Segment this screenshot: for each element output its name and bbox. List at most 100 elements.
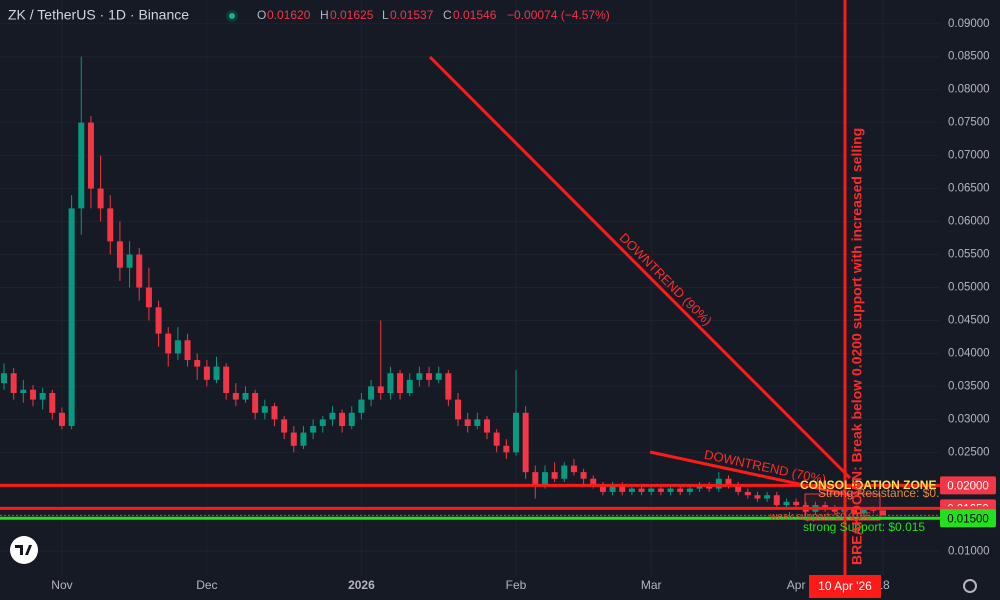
candle-body bbox=[474, 419, 481, 426]
candle-body bbox=[522, 412, 529, 473]
candle-body bbox=[184, 340, 191, 361]
gear[interactable] bbox=[963, 579, 977, 593]
candle-body bbox=[580, 472, 587, 479]
open-label: O bbox=[257, 8, 266, 22]
candle-body bbox=[754, 495, 761, 499]
y-tick-label: 0.06000 bbox=[948, 216, 990, 228]
candle-body bbox=[290, 432, 297, 446]
candle-body bbox=[242, 393, 249, 400]
header: ZK / TetherUS · 1D · Binance O 0.01620 H… bbox=[8, 7, 610, 23]
candle-body bbox=[764, 495, 771, 499]
logo-bg bbox=[10, 536, 38, 564]
candle-body bbox=[445, 373, 452, 400]
low-value: 0.01537 bbox=[390, 8, 434, 22]
annotation: CONSOLIDATION ZONE bbox=[800, 478, 936, 492]
trend-line bbox=[428, 55, 852, 480]
candle-body bbox=[406, 379, 413, 394]
annotation: BREAKDOWN: Break below 0.0200 support wi… bbox=[849, 128, 865, 565]
candle-body bbox=[145, 287, 152, 308]
candle-body bbox=[232, 393, 239, 400]
y-tick-label: 0.04500 bbox=[948, 315, 990, 327]
y-tick-label: 0.08000 bbox=[948, 84, 990, 96]
candle-body bbox=[339, 412, 346, 426]
candle-body bbox=[628, 488, 635, 492]
candle-body bbox=[773, 495, 780, 506]
price-badge-label: 0.02000 bbox=[947, 480, 989, 492]
candle-body bbox=[880, 510, 887, 516]
candle-body bbox=[300, 432, 307, 446]
candle-body bbox=[493, 432, 500, 446]
candle-body bbox=[271, 406, 278, 420]
y-tick-label: 0.01000 bbox=[948, 545, 990, 557]
candle-body bbox=[851, 508, 858, 514]
candle-body bbox=[10, 373, 17, 394]
y-tick-label: 0.03000 bbox=[948, 413, 990, 425]
candle-body bbox=[686, 488, 693, 492]
candle-body bbox=[310, 425, 317, 433]
y-tick-label: 0.05000 bbox=[948, 282, 990, 294]
candle-body bbox=[397, 373, 404, 394]
candle-body bbox=[87, 122, 94, 189]
candle-body bbox=[455, 399, 462, 420]
candle-body bbox=[97, 188, 104, 209]
candle-body bbox=[609, 485, 616, 492]
candle-body bbox=[648, 488, 655, 492]
candle-body bbox=[677, 488, 684, 492]
candle-body bbox=[744, 491, 751, 496]
y-tick-label: 0.07500 bbox=[948, 117, 990, 129]
candle-body bbox=[136, 254, 143, 288]
date-badge-label: 10 Apr '26 bbox=[818, 579, 872, 593]
candle-body bbox=[860, 509, 867, 514]
price-badge bbox=[940, 509, 996, 528]
open-value: 0.01620 bbox=[267, 8, 311, 22]
x-tick-label: Nov bbox=[51, 578, 72, 592]
price-badge-label: 0.01500 bbox=[947, 513, 989, 525]
candle-body bbox=[223, 366, 230, 394]
candle-body bbox=[261, 406, 268, 413]
x-tick-label: 2026 bbox=[348, 578, 375, 592]
y-tick-label: 0.08500 bbox=[948, 51, 990, 63]
candle-body bbox=[638, 488, 645, 492]
settings-icon[interactable] bbox=[963, 579, 977, 593]
candle-body bbox=[174, 340, 181, 354]
candle-body bbox=[551, 472, 558, 479]
candle-body bbox=[870, 509, 877, 511]
candle-body bbox=[281, 419, 288, 433]
candle-body bbox=[319, 419, 326, 426]
candle-body bbox=[512, 412, 519, 453]
candle-body bbox=[20, 389, 27, 394]
candle-body bbox=[715, 478, 722, 489]
candle-body bbox=[68, 208, 75, 426]
candle-body bbox=[503, 445, 510, 453]
candle-body bbox=[387, 373, 394, 394]
candle-body bbox=[165, 333, 172, 354]
y-tick-label: 0.03500 bbox=[948, 380, 990, 392]
candle-body bbox=[107, 208, 114, 242]
date-badge bbox=[809, 575, 881, 598]
candle-body bbox=[426, 373, 433, 380]
status-dot bbox=[229, 13, 235, 19]
candle-body bbox=[657, 488, 664, 492]
candle-body bbox=[49, 393, 56, 413]
low-label: L bbox=[382, 8, 389, 22]
candle-body bbox=[706, 485, 713, 489]
candle-body bbox=[619, 485, 626, 492]
candle-body bbox=[599, 485, 606, 492]
candle-body bbox=[329, 412, 336, 420]
candle-body bbox=[831, 508, 838, 512]
candle-body bbox=[78, 122, 85, 209]
candle-body bbox=[541, 472, 548, 486]
candle-body bbox=[377, 386, 384, 394]
candle-body bbox=[464, 419, 471, 426]
candle-body bbox=[126, 254, 133, 268]
candle-body bbox=[667, 488, 674, 492]
candle-body bbox=[252, 393, 259, 413]
candle-body bbox=[213, 366, 220, 380]
x-tick-label: Apr bbox=[787, 578, 806, 592]
candle-body bbox=[561, 465, 568, 479]
logo-mark bbox=[15, 545, 32, 555]
candle-body bbox=[590, 478, 597, 486]
